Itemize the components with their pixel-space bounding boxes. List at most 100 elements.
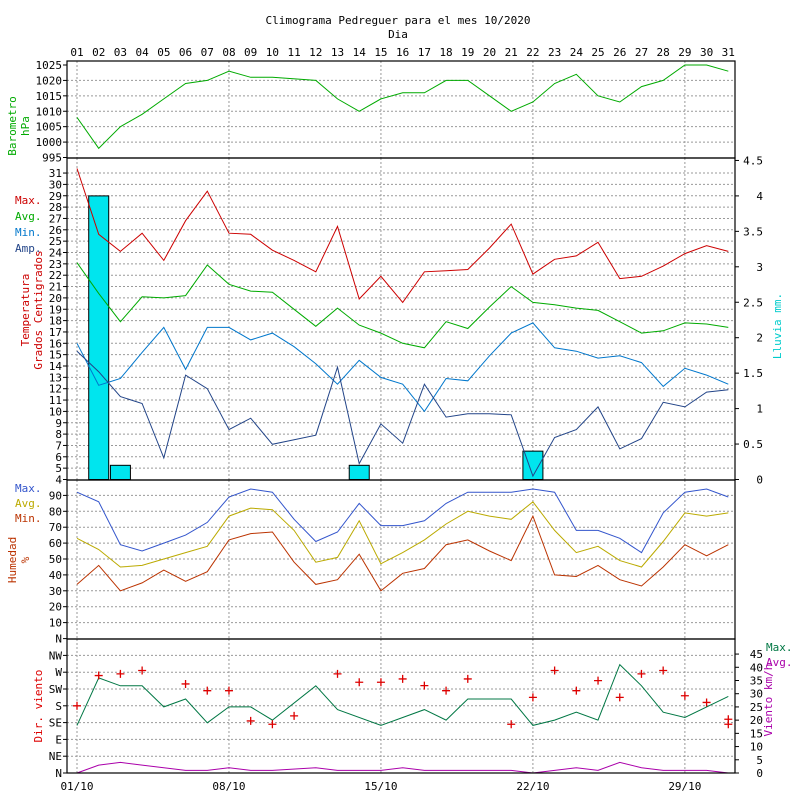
temperature-tick-label: 5 [55, 462, 62, 475]
temperature-unit-label: Grados Centigrados [32, 250, 45, 369]
rain-bar [348, 464, 370, 481]
temperature-tick-label: 18 [49, 315, 62, 328]
day-label: 19 [461, 46, 474, 59]
wind-direction-point [637, 669, 646, 678]
day-label: 06 [179, 46, 192, 59]
wind-direction-tick-label: W [55, 666, 62, 679]
wind-direction-point [333, 669, 342, 678]
temperature-tick-label: 6 [55, 451, 62, 464]
temperature-tick-label: 22 [49, 269, 62, 282]
day-label: 11 [287, 46, 300, 59]
temperature-line [76, 350, 729, 478]
chart-marks [73, 64, 733, 774]
wind-direction-point [268, 720, 277, 729]
temperature-tick-label: 13 [49, 371, 62, 384]
wind-direction-tick-label: E [55, 733, 62, 746]
wind-direction-point [73, 701, 81, 710]
humidity-line [76, 488, 729, 554]
day-label: 04 [136, 46, 150, 59]
temperature-tick-label: 26 [49, 224, 62, 237]
day-label: 31 [722, 46, 735, 59]
day-label: 22 [526, 46, 539, 59]
temperature-legend-item: Min. [15, 226, 42, 239]
day-label: 14 [353, 46, 367, 59]
temperature-tick-label: 14 [49, 360, 63, 373]
pressure-tick-label: 1005 [36, 121, 63, 134]
chart-title: Climograma Pedreguer para el mes 10/2020 [266, 14, 531, 27]
temperature-tick-label: 20 [49, 292, 62, 305]
temperature-tick-label: 27 [49, 212, 62, 225]
wind-direction-tick-label: SW [49, 683, 63, 696]
temperature-tick-label: 10 [49, 405, 62, 418]
wind-speed-tick-label: 35 [750, 674, 763, 687]
wind-direction-point [572, 686, 581, 695]
axis-labels: 01 02 03 04 05 06 07 08 09 10 11 12 13 14 15 16 17 18 19 20… [6, 46, 793, 793]
humidity-tick-label: 20 [49, 601, 62, 614]
humidity-tick-label: 30 [49, 585, 62, 598]
rain-tick-label: 2 [756, 332, 763, 345]
wind-direction-point [203, 686, 212, 695]
pressure-tick-label: 1015 [36, 90, 63, 103]
x-axis-label: Dia [388, 28, 408, 41]
day-label: 10 [266, 46, 279, 59]
temperature-tick-label: 30 [49, 178, 62, 191]
day-label: 24 [570, 46, 584, 59]
wind-direction-point [442, 686, 451, 695]
pressure-tick-label: 1010 [36, 105, 63, 118]
wind-direction-point [528, 693, 537, 702]
date-label: 29/10 [668, 780, 701, 793]
pressure-tick-label: 1000 [36, 136, 63, 149]
wind-direction-tick-label: S [55, 700, 62, 713]
wind-speed-tick-label: 45 [750, 648, 763, 661]
wind-speed-tick-label: 30 [750, 688, 763, 701]
wind-direction-point [181, 679, 190, 688]
humidity-line [76, 514, 729, 592]
wind-direction-point [398, 674, 407, 683]
pressure-tick-label: 1020 [36, 74, 63, 87]
wind-direction-point [463, 674, 472, 683]
rain-tick-label: 0.5 [743, 438, 763, 451]
day-label: 28 [657, 46, 670, 59]
pressure-axis-label: Barometro [6, 96, 19, 156]
temperature-tick-label: 11 [49, 394, 62, 407]
humidity-tick-label: 60 [49, 537, 62, 550]
panel-border [66, 157, 736, 481]
day-label: 29 [678, 46, 691, 59]
temperature-line [76, 262, 729, 349]
wind-speed-tick-label: 0 [756, 767, 763, 780]
wind-direction-point [659, 666, 668, 675]
day-label: 26 [613, 46, 626, 59]
day-label: 09 [244, 46, 257, 59]
panel-border [66, 638, 736, 774]
day-label: 15 [374, 46, 387, 59]
humidity-legend-item: Min. [15, 512, 42, 525]
rain-axis-label: Lluvia mm. [771, 293, 784, 359]
temperature-tick-label: 31 [49, 167, 62, 180]
humidity-axis-label: Humedad [6, 537, 19, 583]
temperature-tick-label: 25 [49, 235, 62, 248]
rain-bar [109, 464, 131, 481]
temperature-tick-label: 12 [49, 383, 62, 396]
day-label: 08 [222, 46, 235, 59]
wind-legend-item: Avg. [766, 656, 793, 669]
wind-direction-point [224, 686, 233, 695]
rain-tick-label: 0 [756, 474, 763, 487]
day-label: 23 [548, 46, 561, 59]
wind-direction-point [724, 720, 733, 729]
wind-direction-point [376, 678, 385, 687]
day-label: 25 [591, 46, 604, 59]
grid [67, 61, 735, 773]
plot-frame [63, 60, 739, 774]
wind-direction-tick-label: N [55, 633, 62, 646]
panel-border [66, 60, 736, 159]
day-label: 03 [114, 46, 127, 59]
temperature-tick-label: 17 [49, 326, 62, 339]
temperature-tick-label: 21 [49, 281, 62, 294]
wind-speed-tick-label: 10 [750, 741, 763, 754]
temperature-legend-item: Max. [15, 194, 42, 207]
date-label: 01/10 [60, 780, 93, 793]
temperature-line [76, 168, 729, 304]
wind-direction-tick-label: NE [49, 750, 62, 763]
wind-direction-point [550, 666, 559, 675]
